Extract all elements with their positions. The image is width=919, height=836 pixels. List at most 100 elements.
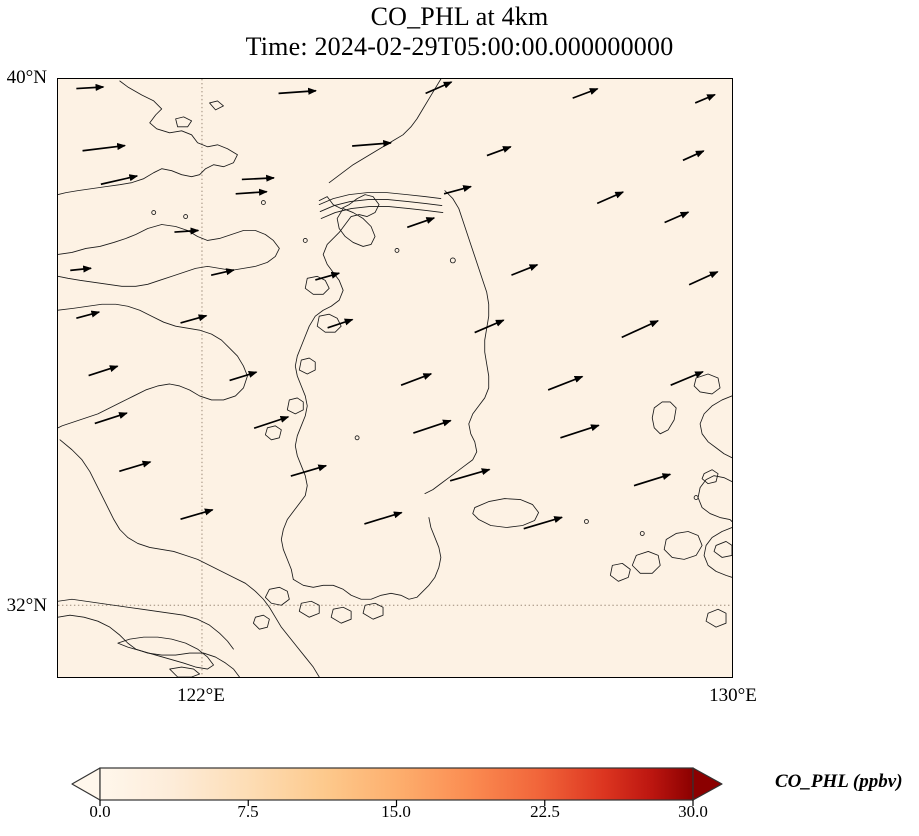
coastline-shandong-north [58,224,280,287]
coastline-jiangsu [59,439,320,677]
wind-arrow [486,145,512,157]
wind-arrow [76,83,105,91]
dmz-line-1 [318,192,442,206]
coastline-island-liaodong [175,116,193,128]
wind-arrow [70,265,93,273]
wind-arrow [694,93,716,104]
wind-arrow [278,87,317,95]
coastline-nk-west-upper [328,79,442,184]
wind-arrow [633,473,672,487]
coastline-kyushu-north [699,395,732,459]
wind-arrow [174,227,200,235]
islet-5 [639,531,645,536]
wind-arrow [352,139,393,148]
wind-arrow [547,375,584,391]
wind-arrow [670,370,704,386]
coastline-south-island-5 [252,614,270,630]
coastline-amakusa [713,541,732,558]
islet-3 [394,248,400,253]
wind-arrow [449,468,491,482]
wind-arrow [572,87,599,99]
wind-arrow [523,516,563,530]
dmz-line-3 [320,206,444,219]
figure-subtitle-time: Time: 2024-02-29T05:00:00.000000000 [245,31,674,61]
wind-arrow [443,185,472,195]
coastline-korea-island-6 [264,425,282,441]
coastline-shandong-south [58,303,248,429]
wind-arrow [406,217,436,229]
colorbar[interactable] [60,758,740,810]
map-plot-area[interactable] [57,78,733,678]
coastline-island-small-1 [209,100,224,111]
coastline-korea-west-island-group-1 [336,208,376,247]
wind-arrow [241,174,275,182]
wind-arrow [400,373,433,386]
wind-arrow [210,268,235,276]
wind-arrow [119,460,152,473]
islet-10 [354,435,360,441]
xtick-label-122e: 122°E [177,685,225,706]
wind-vector-layer [70,81,719,530]
coastline-yangtze-north-bank [58,598,234,650]
islet-4 [302,238,308,243]
dmz-line-2 [319,199,443,212]
wind-arrow [664,211,690,224]
coastline-goto-island-2 [631,550,661,574]
xtick-label-130e: 130°E [709,685,757,706]
ytick-mark-40n [57,79,58,80]
wind-arrow [425,81,453,95]
coastline-chongming-island [117,636,214,670]
wind-arrow [327,318,354,329]
wind-arrow [688,270,719,286]
wind-arrow [474,319,505,334]
islet-1 [260,200,266,206]
wind-arrows [70,81,719,530]
coastline-south-island-1 [264,586,290,606]
coastline-korea-island-4 [298,357,316,375]
coastline-south-island-3 [330,606,352,624]
wind-arrow [235,188,268,196]
colorbar-tick-marks [99,800,694,806]
islet-9 [693,495,699,501]
wind-arrow [253,415,290,430]
coastline-goto-island-3 [609,562,631,582]
colorbar-under-arrow [71,767,101,801]
figure-title: CO_PHL at 4km [370,2,549,31]
wind-arrow [94,412,128,425]
coastline-jeju-island [472,498,539,528]
coastline-korea-island-2 [304,275,330,295]
coastline-layer [58,79,732,677]
coastline-korea-island-5 [286,397,304,415]
wind-arrow [229,371,258,382]
wind-arrow [82,142,127,152]
wind-arrow [413,419,452,434]
islet-2 [449,257,456,264]
coastline-korea-west [280,194,380,580]
ytick-mark-32n [57,607,58,608]
coastline-south-island-4 [362,602,384,620]
colorbar-axis-label: CO_PHL (ppbv) [775,771,903,792]
wind-arrow [88,365,119,377]
coastline-zhoushan-island [169,666,201,677]
wind-arrow [364,511,403,525]
coastline-goto-islands [663,531,703,560]
colorbar-gradient-body [99,767,694,801]
coastline-bohai-north [58,80,238,196]
wind-arrow [180,314,208,324]
coastline-iki-island [693,373,721,395]
wind-arrow [511,263,539,276]
wind-arrow [315,271,341,281]
gridlines-layer [58,79,732,677]
wind-arrow [596,191,625,205]
wind-arrow [76,310,101,320]
coastline-tsushima [651,401,677,435]
ytick-label-32n: 32°N [6,595,47,616]
wind-arrow [682,150,705,162]
coastline-korea-island-3 [316,313,342,333]
figure-title-block: CO_PHL at 4km Time: 2024-02-29T05:00:00.… [0,2,919,61]
islet-6 [584,519,589,524]
islet-8 [183,214,189,219]
wind-arrow [560,424,600,439]
wind-arrow [180,508,214,520]
coastline-south-island-2 [298,600,320,618]
